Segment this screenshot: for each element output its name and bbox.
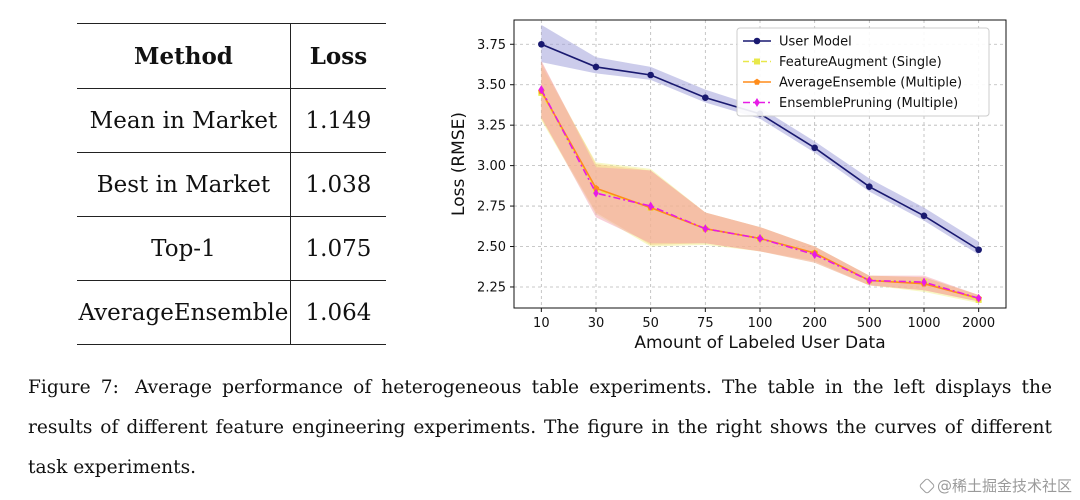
legend-label: AverageEnsemble (Multiple) xyxy=(779,76,962,91)
data-point xyxy=(702,94,709,101)
data-point xyxy=(592,184,600,191)
x-tick-label: 200 xyxy=(802,316,827,331)
watermark-text: @稀土掘金技术社区 xyxy=(936,477,1072,495)
x-tick-label: 50 xyxy=(642,316,659,331)
x-tick-label: 500 xyxy=(857,316,882,331)
data-point xyxy=(811,144,818,152)
cell-method: AverageEnsemble xyxy=(77,280,291,345)
cell-method: Best in Market xyxy=(77,152,291,217)
y-tick-label: 3.25 xyxy=(477,119,506,134)
y-tick-label: 3.00 xyxy=(477,159,506,174)
data-point xyxy=(647,71,654,79)
legend-box xyxy=(736,27,990,117)
results-table: Method Loss Mean in Market 1.149 Best in… xyxy=(77,23,386,345)
table-row: Mean in Market 1.149 xyxy=(77,88,386,153)
y-tick-label: 2.50 xyxy=(477,240,506,255)
figure-caption: Figure 7: Average performance of heterog… xyxy=(28,368,1052,488)
x-tick-label: 100 xyxy=(748,316,773,331)
legend-marker xyxy=(754,58,760,65)
data-point xyxy=(866,275,873,285)
data-point xyxy=(975,293,982,303)
x-tick-label: 30 xyxy=(588,316,605,331)
y-tick-label: 2.25 xyxy=(477,280,506,295)
data-point xyxy=(647,201,654,211)
y-tick-label: 3.50 xyxy=(477,78,506,93)
x-axis-label: Amount of Labeled User Data xyxy=(634,333,885,353)
y-tick-label: 2.75 xyxy=(477,200,506,215)
data-point xyxy=(920,212,928,220)
y-axis-label: Loss (RMSE) xyxy=(449,112,469,216)
caption-text: Average performance of heterogeneous tab… xyxy=(28,377,1052,478)
series-band xyxy=(541,62,979,302)
data-point xyxy=(538,40,545,48)
table-row: Best in Market 1.038 xyxy=(77,152,386,217)
caption-label: Figure 7: xyxy=(28,377,119,398)
data-point xyxy=(538,85,545,95)
watermark: @稀土掘金技术社区 xyxy=(918,475,1072,496)
x-tick-label: 1000 xyxy=(907,316,940,331)
x-tick-label: 75 xyxy=(697,316,714,331)
y-tick-label: 3.75 xyxy=(477,38,506,53)
cell-loss: 1.149 xyxy=(290,88,386,153)
table-row: AverageEnsemble 1.064 xyxy=(77,280,386,345)
data-point xyxy=(592,63,600,71)
loss-line-chart: 10 30 50 75 100 200 500 1000 2000 2.25 2.50 2.75 3.0… xyxy=(449,19,1007,353)
x-tick-label: 10 xyxy=(533,316,550,331)
data-point xyxy=(866,183,873,190)
data-point xyxy=(811,250,818,260)
data-point xyxy=(702,224,709,234)
legend-marker xyxy=(753,78,761,85)
cell-method: Top-1 xyxy=(77,216,291,281)
legend-label: User Model xyxy=(779,35,852,50)
series-band xyxy=(541,65,979,304)
header-method: Method xyxy=(77,23,291,89)
cell-loss: 1.075 xyxy=(290,216,386,281)
x-tick-label: 2000 xyxy=(962,316,995,331)
series-band xyxy=(541,60,979,302)
legend-marker xyxy=(753,37,761,45)
juejin-logo-icon xyxy=(918,477,936,494)
header-loss: Loss xyxy=(290,23,386,89)
data-point xyxy=(975,246,982,254)
cell-loss: 1.038 xyxy=(290,152,386,217)
table-header-row: Method Loss xyxy=(77,23,386,89)
cell-loss: 1.064 xyxy=(290,280,386,345)
legend-label: EnsemblePruning (Multiple) xyxy=(779,96,958,111)
legend-label: FeatureAugment (Single) xyxy=(779,55,942,70)
table-row: Top-1 1.075 xyxy=(77,216,386,281)
cell-method: Mean in Market xyxy=(77,88,291,153)
